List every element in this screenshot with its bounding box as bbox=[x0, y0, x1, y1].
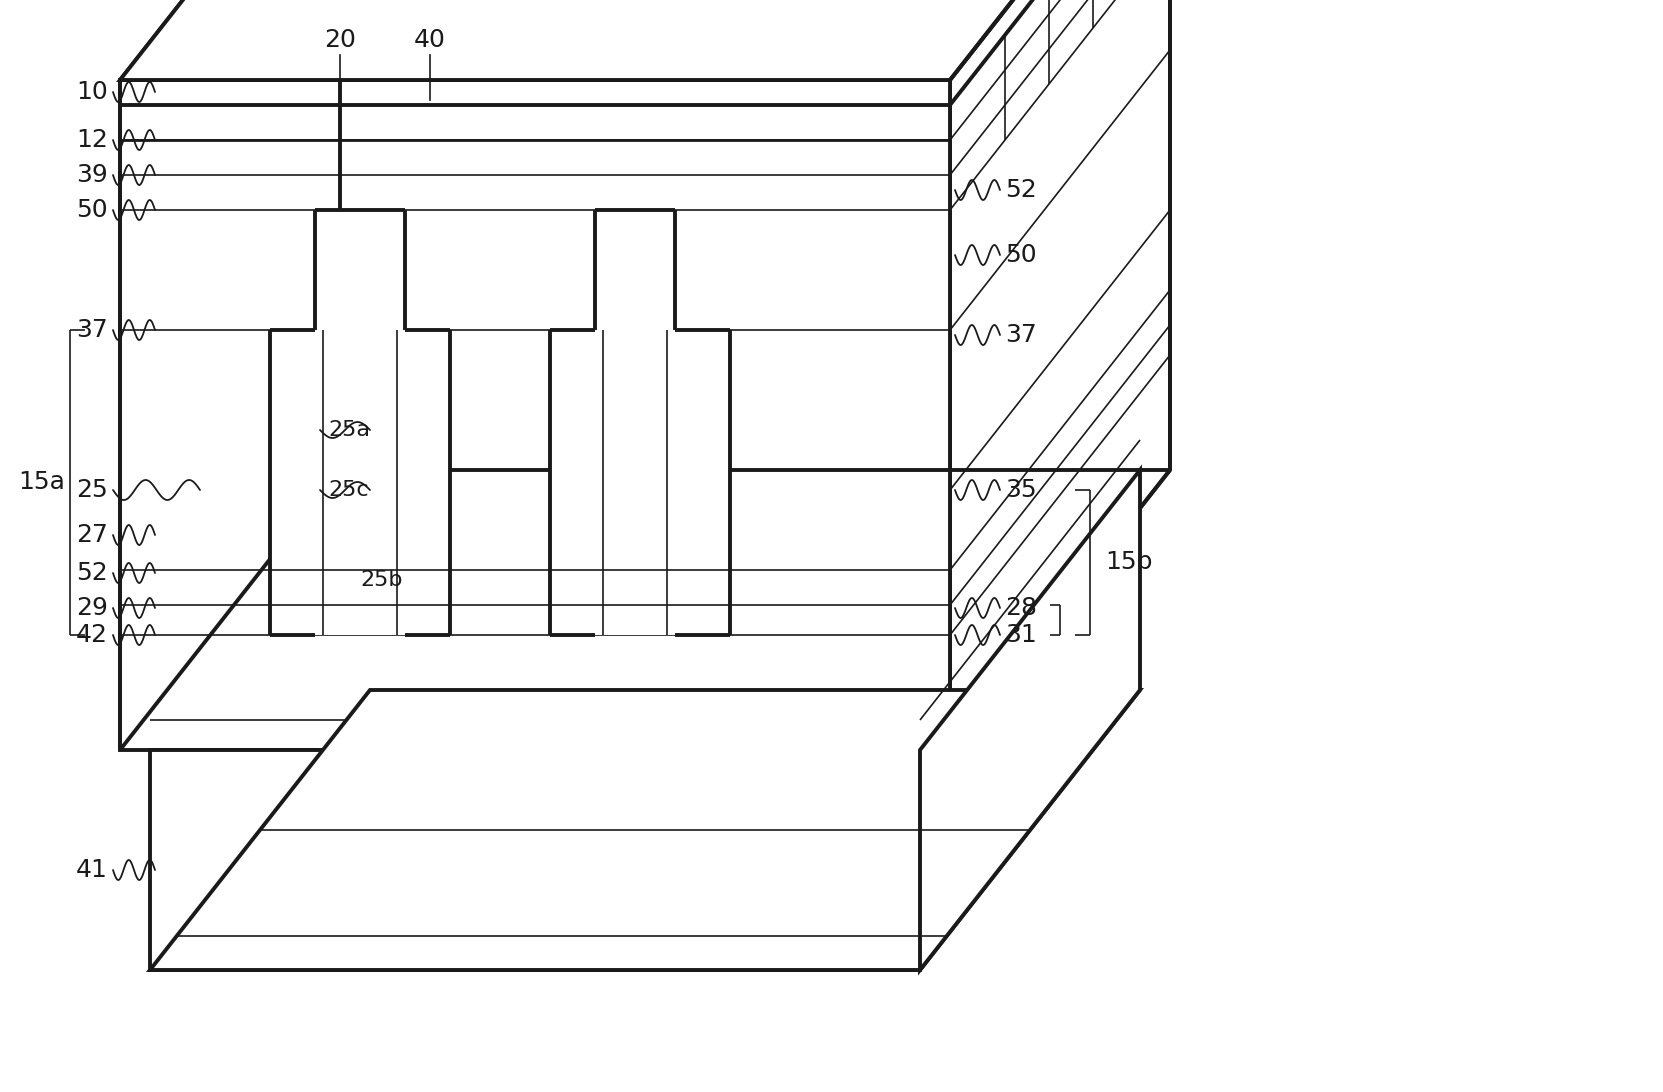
Polygon shape bbox=[920, 470, 1141, 970]
Text: 15b: 15b bbox=[1104, 550, 1152, 574]
Polygon shape bbox=[595, 210, 675, 330]
Text: 27: 27 bbox=[76, 523, 108, 547]
Text: 52: 52 bbox=[76, 561, 108, 585]
Text: 50: 50 bbox=[1004, 244, 1036, 268]
Text: 29: 29 bbox=[76, 596, 108, 620]
Text: 37: 37 bbox=[1004, 323, 1036, 347]
Text: 15a: 15a bbox=[18, 470, 65, 494]
Polygon shape bbox=[120, 0, 1171, 80]
Text: 37: 37 bbox=[76, 318, 108, 342]
Polygon shape bbox=[150, 750, 920, 970]
Text: 25a: 25a bbox=[328, 420, 369, 440]
Text: 41: 41 bbox=[76, 858, 108, 882]
Text: 39: 39 bbox=[76, 163, 108, 187]
Text: 25b: 25b bbox=[359, 570, 402, 590]
Text: 12: 12 bbox=[76, 128, 108, 152]
Text: 28: 28 bbox=[1004, 596, 1038, 620]
Text: 31: 31 bbox=[1004, 624, 1036, 646]
Text: 40: 40 bbox=[414, 28, 446, 52]
Text: 42: 42 bbox=[76, 624, 108, 646]
Polygon shape bbox=[269, 330, 451, 636]
Text: 20: 20 bbox=[324, 28, 356, 52]
Polygon shape bbox=[314, 210, 406, 330]
Text: 25: 25 bbox=[76, 478, 108, 502]
Polygon shape bbox=[950, 0, 1171, 750]
Text: 50: 50 bbox=[76, 198, 108, 222]
Polygon shape bbox=[550, 330, 730, 636]
Text: 35: 35 bbox=[1004, 478, 1036, 502]
Polygon shape bbox=[120, 80, 950, 750]
Text: 25c: 25c bbox=[328, 480, 369, 500]
Text: 10: 10 bbox=[76, 80, 108, 104]
Text: 52: 52 bbox=[1004, 178, 1036, 202]
Polygon shape bbox=[150, 690, 1141, 970]
